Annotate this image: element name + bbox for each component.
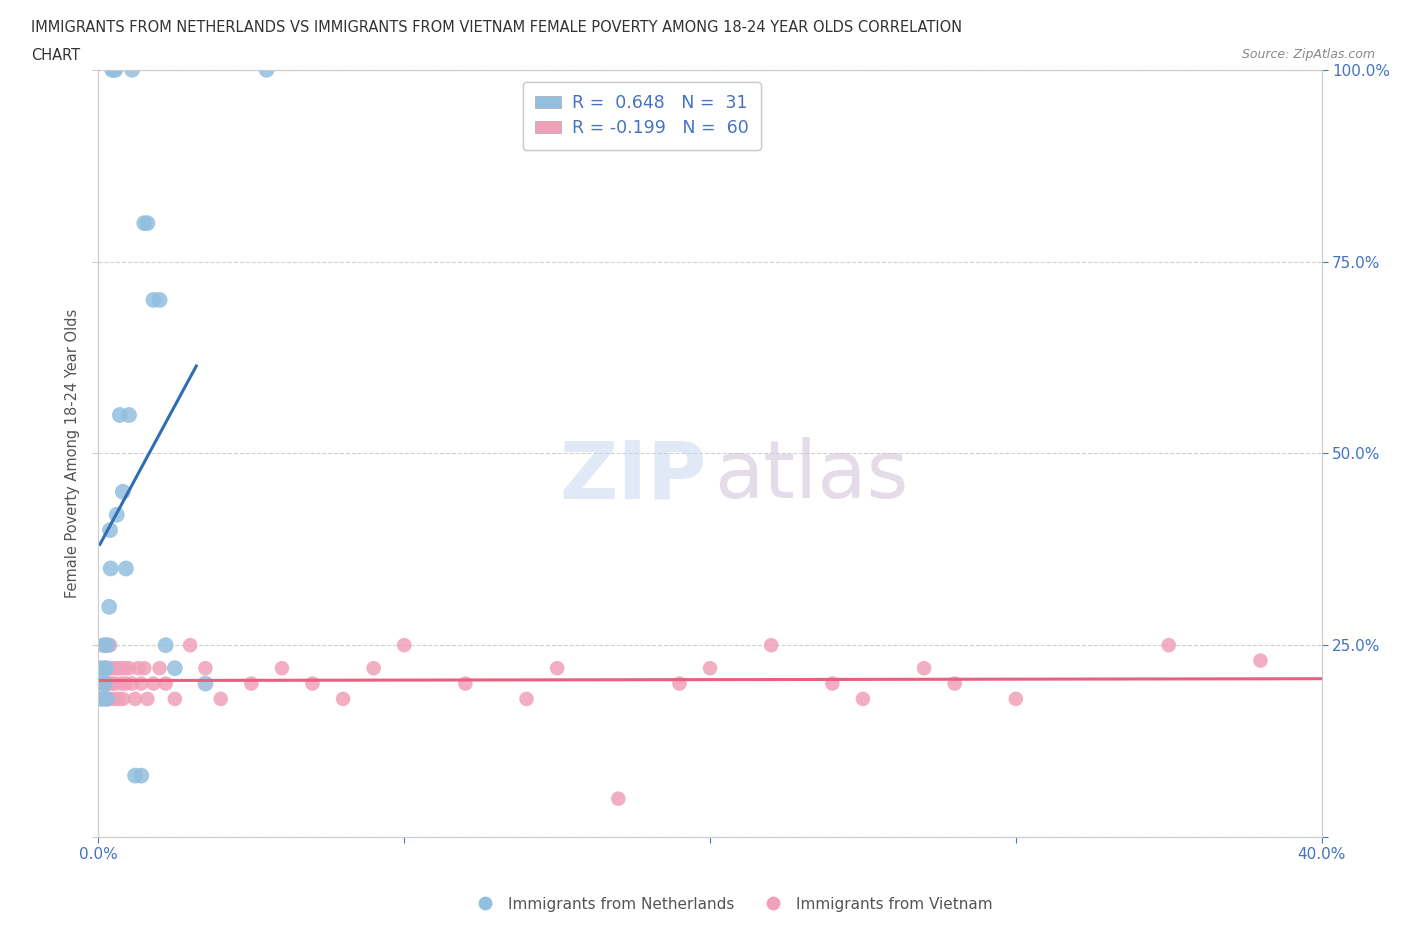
Point <box>104 62 127 77</box>
Text: IMMIGRANTS FROM NETHERLANDS VS IMMIGRANTS FROM VIETNAM FEMALE POVERTY AMONG 18-2: IMMIGRANTS FROM NETHERLANDS VS IMMIGRANT… <box>31 20 962 35</box>
Y-axis label: Female Poverty Among 18-24 Year Olds: Female Poverty Among 18-24 Year Olds <box>65 309 80 598</box>
Point <box>96 676 118 691</box>
Point <box>1004 692 1026 707</box>
Point <box>103 692 125 707</box>
Point <box>96 692 118 707</box>
Point <box>93 661 115 676</box>
Point <box>115 561 138 576</box>
Point <box>108 407 131 422</box>
Point <box>134 661 156 676</box>
Point <box>108 661 131 676</box>
Point <box>100 676 122 691</box>
Point <box>89 661 111 676</box>
Text: atlas: atlas <box>714 437 908 515</box>
Point <box>100 561 122 576</box>
Point <box>111 485 134 499</box>
Point <box>155 676 177 691</box>
Point <box>821 676 844 691</box>
Point <box>240 676 263 691</box>
Point <box>454 676 477 691</box>
Point <box>115 676 138 691</box>
Point <box>104 676 127 691</box>
Point <box>1157 638 1180 653</box>
Point <box>943 676 966 691</box>
Point <box>90 676 112 691</box>
Point <box>112 661 135 676</box>
Point <box>94 661 117 676</box>
Point <box>516 692 538 707</box>
Point <box>149 293 172 308</box>
Point <box>392 638 416 653</box>
Text: Source: ZipAtlas.com: Source: ZipAtlas.com <box>1241 48 1375 61</box>
Point <box>97 638 120 653</box>
Point <box>118 407 141 422</box>
Point <box>209 692 232 707</box>
Point <box>124 768 146 783</box>
Point <box>91 638 114 653</box>
Point <box>97 676 120 691</box>
Point <box>105 661 128 676</box>
Point <box>97 661 120 676</box>
Point <box>93 692 115 707</box>
Point <box>91 676 114 691</box>
Point <box>852 692 875 707</box>
Point <box>94 661 117 676</box>
Point <box>155 638 177 653</box>
Point <box>149 661 172 676</box>
Point <box>136 692 159 707</box>
Point <box>256 62 278 77</box>
Point <box>90 692 112 707</box>
Point <box>301 676 323 691</box>
Point <box>363 661 385 676</box>
Point <box>163 692 186 707</box>
Point <box>270 661 294 676</box>
Point <box>761 638 783 653</box>
Text: ZIP: ZIP <box>560 437 706 515</box>
Legend: Immigrants from Netherlands, Immigrants from Vietnam: Immigrants from Netherlands, Immigrants … <box>464 891 998 918</box>
Point <box>103 62 125 77</box>
Point <box>98 523 121 538</box>
Point <box>110 676 132 691</box>
Point <box>93 638 115 653</box>
Point <box>94 676 117 691</box>
Point <box>194 661 217 676</box>
Point <box>179 638 201 653</box>
Point <box>93 676 115 691</box>
Point <box>607 791 630 806</box>
Point <box>107 692 129 707</box>
Point <box>98 638 121 653</box>
Point <box>121 62 143 77</box>
Legend: R =  0.648   N =  31, R = -0.199   N =  60: R = 0.648 N = 31, R = -0.199 N = 60 <box>523 82 761 150</box>
Point <box>194 676 217 691</box>
Point <box>912 661 935 676</box>
Point <box>127 661 149 676</box>
Point <box>121 676 143 691</box>
Point <box>134 216 156 231</box>
Point <box>91 661 114 676</box>
Point <box>101 62 124 77</box>
Point <box>100 661 122 676</box>
Point <box>118 661 141 676</box>
Point <box>1250 653 1272 668</box>
Point <box>142 293 165 308</box>
Point <box>98 600 121 615</box>
Point <box>124 692 146 707</box>
Point <box>129 676 152 691</box>
Point <box>89 661 111 676</box>
Point <box>142 676 165 691</box>
Point <box>98 692 121 707</box>
Point <box>163 661 186 676</box>
Text: CHART: CHART <box>31 48 80 63</box>
Point <box>332 692 354 707</box>
Point <box>94 692 117 707</box>
Point <box>129 768 152 783</box>
Point <box>101 661 124 676</box>
Point <box>90 692 112 707</box>
Point <box>105 508 128 523</box>
Point <box>546 661 568 676</box>
Point <box>668 676 690 691</box>
Point <box>136 216 159 231</box>
Point <box>699 661 721 676</box>
Point <box>111 692 134 707</box>
